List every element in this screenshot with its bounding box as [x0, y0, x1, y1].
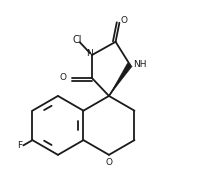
Text: NH: NH [133, 60, 146, 70]
Text: F: F [17, 141, 22, 150]
Text: N: N [86, 49, 93, 58]
Text: Cl: Cl [73, 35, 82, 45]
Text: O: O [105, 158, 112, 167]
Text: O: O [60, 73, 67, 82]
Text: O: O [120, 16, 127, 25]
Polygon shape [109, 63, 132, 96]
